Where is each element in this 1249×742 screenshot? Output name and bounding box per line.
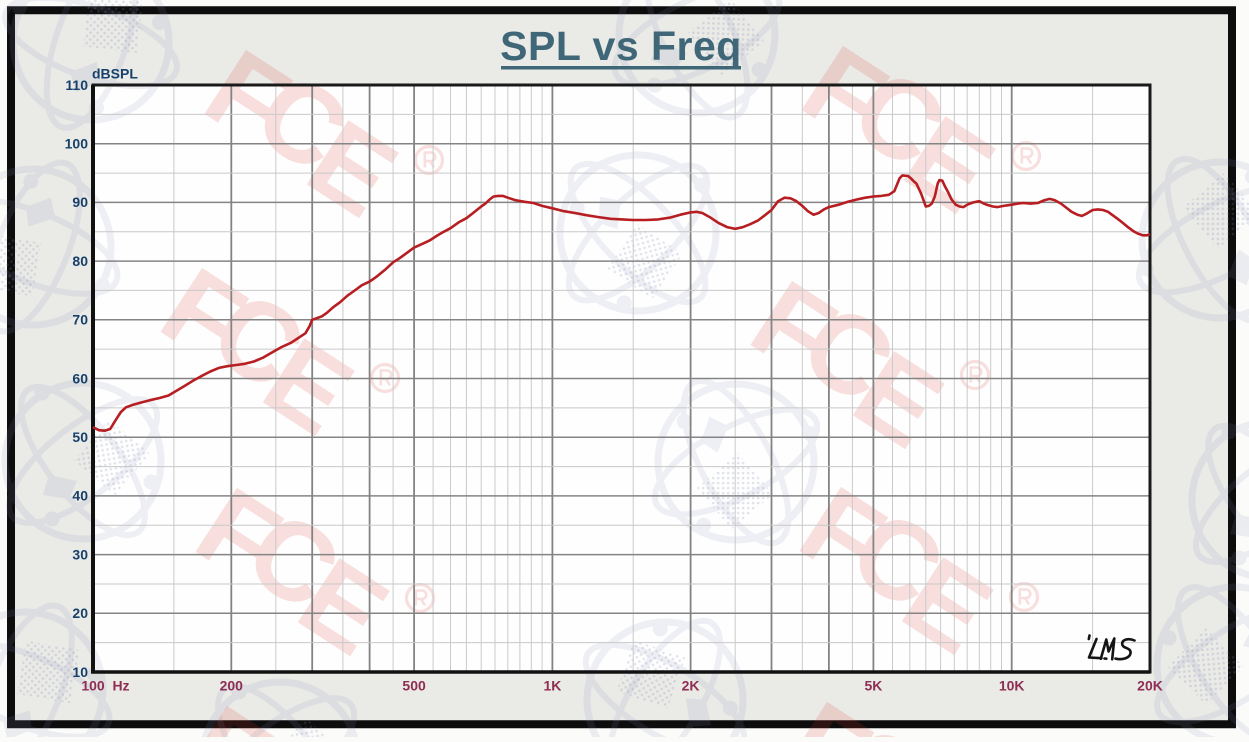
svg-text:200: 200 xyxy=(220,678,244,694)
svg-text:50: 50 xyxy=(72,429,88,445)
svg-text:Hz: Hz xyxy=(112,678,129,694)
svg-text:SPL vs Freq: SPL vs Freq xyxy=(500,23,742,69)
svg-text:100: 100 xyxy=(65,136,89,152)
svg-text:100: 100 xyxy=(81,678,105,694)
svg-text:90: 90 xyxy=(72,194,88,210)
svg-text:60: 60 xyxy=(72,370,88,386)
svg-text:10: 10 xyxy=(72,664,88,680)
svg-text:10K: 10K xyxy=(999,678,1025,694)
svg-text:dBSPL: dBSPL xyxy=(92,66,138,82)
svg-text:70: 70 xyxy=(72,312,88,328)
svg-text:110: 110 xyxy=(65,77,88,93)
svg-text:40: 40 xyxy=(72,488,88,504)
svg-text:20K: 20K xyxy=(1137,678,1163,694)
svg-text:80: 80 xyxy=(72,253,88,269)
svg-text:1K: 1K xyxy=(543,678,561,694)
svg-text:30: 30 xyxy=(72,546,88,562)
svg-text:5K: 5K xyxy=(864,678,882,694)
svg-text:20: 20 xyxy=(72,605,88,621)
svg-text:500: 500 xyxy=(402,678,426,694)
svg-text:2K: 2K xyxy=(682,678,700,694)
